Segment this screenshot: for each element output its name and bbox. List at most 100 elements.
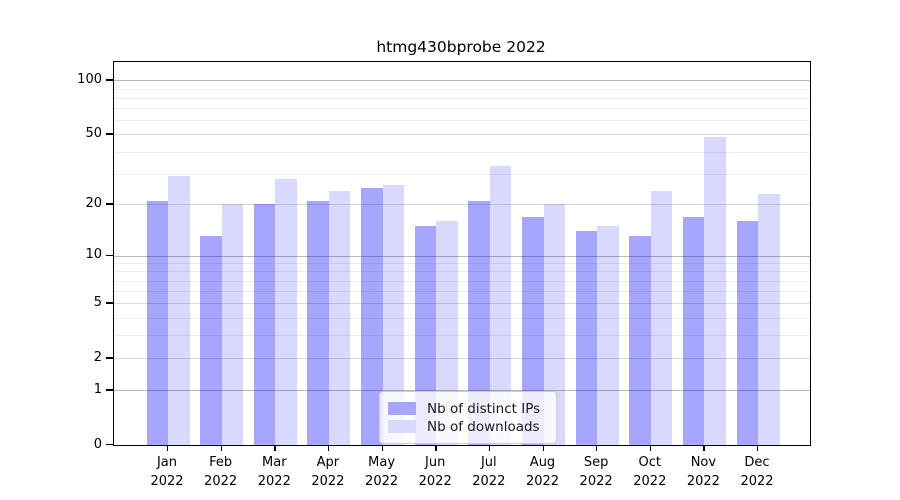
gridline-50: [114, 134, 810, 136]
bar-jul-distinct-ips: [468, 200, 490, 445]
bar-jan-distinct-ips: [146, 200, 168, 445]
x-tick-feb: [220, 445, 222, 451]
gridline-3: [114, 335, 810, 337]
bar-dec-distinct-ips: [736, 221, 758, 445]
x-tick-label-jul: Jul 2022: [457, 453, 521, 491]
y-tick-10: [106, 254, 113, 256]
bar-dec-downloads: [758, 193, 780, 445]
gridline-1: [114, 390, 810, 392]
x-tick-label-sep: Sep 2022: [564, 453, 628, 491]
bar-apr-downloads: [328, 190, 351, 445]
x-tick-label-mar: Mar 2022: [242, 453, 306, 491]
legend: Nb of distinct IPs Nb of downloads: [379, 391, 557, 444]
bar-nov-distinct-ips: [682, 216, 705, 445]
gridline-10: [114, 255, 810, 257]
bar-aug-distinct-ips: [522, 216, 544, 445]
x-tick-may: [381, 445, 383, 451]
legend-swatch-distinct-ips-icon: [388, 402, 416, 415]
x-tick-label-year: 2022: [740, 474, 774, 489]
y-tick-50: [106, 133, 113, 135]
x-tick-label-month: Mar: [262, 455, 287, 470]
x-tick-label-feb: Feb 2022: [189, 453, 253, 491]
x-tick-apr: [327, 445, 330, 451]
bar-feb-downloads: [221, 204, 244, 445]
legend-label-downloads: Nb of downloads: [427, 418, 540, 435]
x-tick-label-month: Jul: [480, 455, 497, 470]
x-tick-label-month: Jun: [425, 455, 446, 470]
x-tick-sep: [596, 445, 598, 451]
bar-sep-distinct-ips: [575, 231, 598, 445]
x-tick-label-jan: Jan 2022: [135, 453, 199, 491]
gridline-6: [114, 291, 810, 293]
bar-apr-distinct-ips: [307, 200, 329, 445]
y-tick-5: [106, 302, 113, 304]
y-tick-label-0: 0: [93, 436, 102, 452]
bar-jun-downloads: [436, 221, 458, 445]
x-tick-label-month: Dec: [744, 455, 770, 470]
x-tick-label-month: Apr: [316, 455, 340, 470]
x-tick-label-year: 2022: [150, 474, 184, 489]
gridline-30: [114, 173, 810, 175]
y-tick-0: [106, 444, 113, 446]
gridline-70: [114, 108, 810, 110]
x-tick-label-apr: Apr 2022: [296, 453, 360, 491]
x-tick-nov: [703, 445, 705, 451]
bar-may-downloads: [382, 184, 405, 445]
gridline-8: [114, 271, 810, 273]
x-tick-label-month: Feb: [209, 455, 233, 470]
x-tick-label-month: Nov: [690, 455, 717, 470]
bar-jun-distinct-ips: [414, 225, 437, 445]
x-tick-label-year: 2022: [633, 474, 667, 489]
gridline-100: [114, 80, 810, 82]
x-tick-label-year: 2022: [365, 474, 399, 489]
legend-item-downloads: Nb of downloads: [388, 418, 546, 435]
gridline-7: [114, 280, 810, 282]
gridline-90: [114, 88, 810, 90]
gridline-5: [114, 303, 810, 305]
x-tick-label-year: 2022: [418, 474, 452, 489]
bar-sep-downloads: [597, 225, 619, 445]
x-tick-label-jun: Jun 2022: [403, 453, 467, 491]
chart-title: htmg430bprobe 2022: [376, 38, 546, 56]
bar-feb-distinct-ips: [200, 236, 222, 445]
bar-aug-downloads: [543, 204, 565, 445]
bar-oct-downloads: [650, 190, 673, 445]
x-tick-label-may: May 2022: [350, 453, 414, 491]
x-tick-label-year: 2022: [579, 474, 613, 489]
x-tick-jul: [488, 445, 491, 451]
x-tick-label-month: Oct: [638, 455, 662, 470]
gridline-20: [114, 204, 810, 206]
x-tick-label-month: Jan: [156, 455, 178, 470]
x-tick-jan: [167, 445, 169, 451]
legend-label-distinct-ips: Nb of distinct IPs: [427, 400, 541, 417]
bar-may-distinct-ips: [361, 187, 383, 445]
x-tick-label-nov: Nov 2022: [671, 453, 735, 491]
bar-jan-downloads: [168, 176, 190, 445]
x-tick-label-year: 2022: [311, 474, 345, 489]
x-tick-label-year: 2022: [686, 474, 720, 489]
y-tick-1: [106, 389, 113, 391]
y-tick-2: [106, 357, 113, 359]
bar-mar-downloads: [275, 178, 297, 445]
x-tick-label-year: 2022: [204, 474, 238, 489]
x-tick-oct: [649, 445, 652, 451]
bar-oct-distinct-ips: [629, 236, 651, 445]
bar-mar-distinct-ips: [253, 204, 276, 445]
plot-area: Nb of distinct IPs Nb of downloads: [113, 61, 811, 446]
y-tick-label-10: 10: [85, 247, 102, 262]
y-tick-20: [106, 203, 113, 205]
x-tick-label-year: 2022: [472, 474, 506, 489]
legend-item-distinct-ips: Nb of distinct IPs: [388, 400, 546, 417]
y-tick-label-2: 2: [93, 349, 102, 365]
bar-nov-downloads: [704, 137, 726, 445]
x-tick-label-month: Aug: [529, 455, 556, 470]
x-tick-label-month: Sep: [583, 455, 609, 470]
x-tick-dec: [757, 445, 759, 451]
gridline-60: [114, 120, 810, 122]
gridline-4: [114, 317, 810, 319]
y-tick-label-100: 100: [77, 71, 102, 87]
y-tick-label-20: 20: [85, 195, 102, 211]
x-tick-label-dec: Dec 2022: [725, 453, 789, 491]
x-tick-label-aug: Aug 2022: [511, 453, 575, 491]
legend-swatch-downloads-icon: [388, 420, 416, 433]
